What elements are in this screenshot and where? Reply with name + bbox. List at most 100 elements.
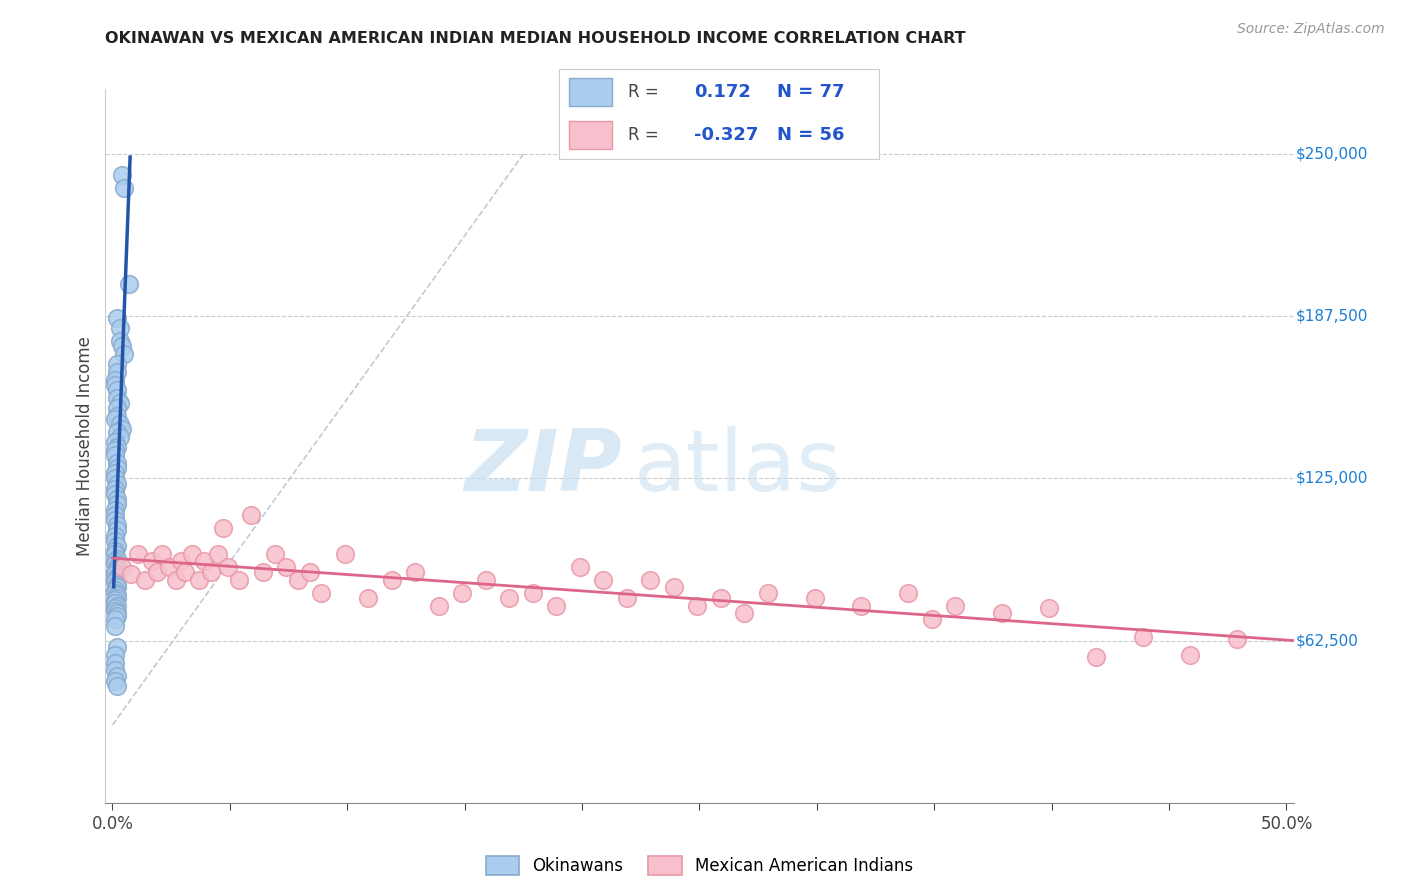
Point [104, 378, 127, 392]
Text: $187,500: $187,500 [1296, 309, 1368, 324]
Point [105, 401, 128, 416]
Point [104, 544, 127, 558]
Point [381, 573, 404, 587]
Point [1180, 648, 1202, 662]
Point [1038, 601, 1060, 615]
Point [897, 585, 920, 599]
Point [108, 430, 131, 444]
Point [710, 591, 733, 605]
FancyBboxPatch shape [558, 69, 879, 159]
Point [333, 547, 356, 561]
Point [311, 585, 333, 599]
Point [240, 508, 263, 522]
Point [112, 181, 135, 195]
Point [104, 528, 127, 542]
Point [108, 396, 131, 410]
Point [105, 591, 128, 605]
Bar [568, 121, 612, 149]
Text: N = 77: N = 77 [776, 83, 844, 101]
Point [105, 524, 128, 538]
Point [104, 557, 127, 571]
Point [104, 656, 127, 670]
Point [105, 578, 128, 592]
Point [105, 365, 128, 379]
Point [105, 588, 128, 602]
Point [104, 533, 127, 548]
Point [104, 611, 127, 625]
Point [105, 552, 128, 566]
Point [104, 554, 127, 568]
Point [105, 425, 128, 439]
Point [105, 383, 128, 397]
Point [211, 521, 233, 535]
Text: ZIP: ZIP [464, 425, 623, 509]
Point [427, 599, 450, 613]
Point [217, 559, 239, 574]
Point [193, 554, 215, 568]
Text: $250,000: $250,000 [1296, 146, 1368, 161]
Point [108, 417, 131, 431]
Point [104, 467, 127, 481]
Point [662, 581, 685, 595]
Point [111, 422, 134, 436]
Point [105, 609, 128, 624]
Point [105, 310, 128, 325]
Point [1085, 650, 1108, 665]
Point [104, 442, 127, 457]
Point [104, 411, 127, 425]
Text: $62,500: $62,500 [1296, 633, 1358, 648]
Point [105, 391, 128, 405]
Text: -0.327: -0.327 [695, 127, 758, 145]
Point [146, 565, 169, 579]
Point [104, 471, 127, 485]
Point [1226, 632, 1249, 647]
Y-axis label: Median Household Income: Median Household Income [76, 336, 94, 556]
Point [298, 565, 321, 579]
Bar [568, 78, 612, 106]
Point [105, 476, 128, 491]
Text: R =: R = [628, 83, 659, 101]
Point [451, 585, 474, 599]
Point [357, 591, 380, 605]
Point [105, 607, 128, 621]
Point [127, 547, 149, 561]
Point [120, 567, 142, 582]
Point [105, 562, 128, 576]
Point [105, 492, 128, 507]
Point [1132, 630, 1154, 644]
Point [733, 607, 755, 621]
Point [104, 373, 127, 387]
Point [851, 599, 873, 613]
Point [263, 547, 285, 561]
Point [105, 640, 128, 654]
Point [592, 573, 614, 587]
Point [111, 339, 134, 353]
Point [104, 593, 127, 607]
Text: $125,000: $125,000 [1296, 471, 1368, 486]
Point [105, 581, 128, 595]
Point [104, 604, 127, 618]
Point [104, 565, 127, 579]
Point [181, 547, 204, 561]
Point [276, 559, 298, 574]
Point [104, 508, 127, 522]
Point [475, 573, 498, 587]
Text: Source: ZipAtlas.com: Source: ZipAtlas.com [1237, 22, 1385, 37]
Point [252, 565, 274, 579]
Point [686, 599, 709, 613]
Point [104, 435, 127, 450]
Point [104, 448, 127, 462]
Point [104, 567, 127, 582]
Point [207, 547, 229, 561]
Point [568, 559, 591, 574]
Point [105, 497, 128, 511]
Point [105, 461, 128, 475]
Point [104, 673, 127, 688]
Point [105, 409, 128, 424]
Point [104, 619, 127, 633]
Point [945, 599, 967, 613]
Point [105, 668, 128, 682]
Point [118, 277, 141, 291]
Legend: Okinawans, Mexican American Indians: Okinawans, Mexican American Indians [478, 847, 921, 884]
Point [105, 679, 128, 693]
